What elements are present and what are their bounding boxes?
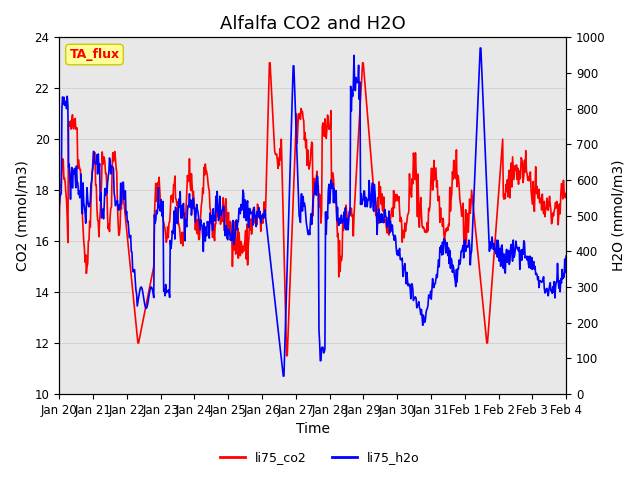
Line: li75_co2: li75_co2: [60, 63, 566, 356]
li75_co2: [56, 217, 63, 223]
li75_co2: [563, 191, 570, 196]
li75_co2: [283, 353, 291, 359]
li75_h2o: [252, 224, 260, 229]
li75_h2o: [476, 45, 484, 51]
li75_h2o: [365, 178, 373, 183]
li75_co2: [252, 213, 260, 218]
Line: li75_h2o: li75_h2o: [60, 48, 566, 376]
li75_h2o: [563, 253, 570, 259]
li75_h2o: [280, 373, 287, 379]
li75_h2o: [394, 248, 401, 253]
Legend: li75_co2, li75_h2o: li75_co2, li75_h2o: [215, 446, 425, 469]
li75_co2: [394, 198, 402, 204]
li75_co2: [233, 238, 241, 243]
Title: Alfalfa CO2 and H2O: Alfalfa CO2 and H2O: [220, 15, 406, 33]
X-axis label: Time: Time: [296, 422, 330, 436]
li75_h2o: [208, 213, 216, 218]
Y-axis label: CO2 (mmol/m3): CO2 (mmol/m3): [15, 160, 29, 271]
li75_co2: [266, 60, 273, 66]
Text: TA_flux: TA_flux: [69, 48, 120, 61]
li75_co2: [208, 215, 216, 220]
li75_co2: [115, 232, 123, 238]
Y-axis label: H2O (mmol/m3): H2O (mmol/m3): [611, 160, 625, 271]
li75_h2o: [233, 227, 241, 233]
li75_h2o: [115, 207, 123, 213]
li75_h2o: [56, 203, 63, 209]
li75_co2: [366, 140, 374, 146]
